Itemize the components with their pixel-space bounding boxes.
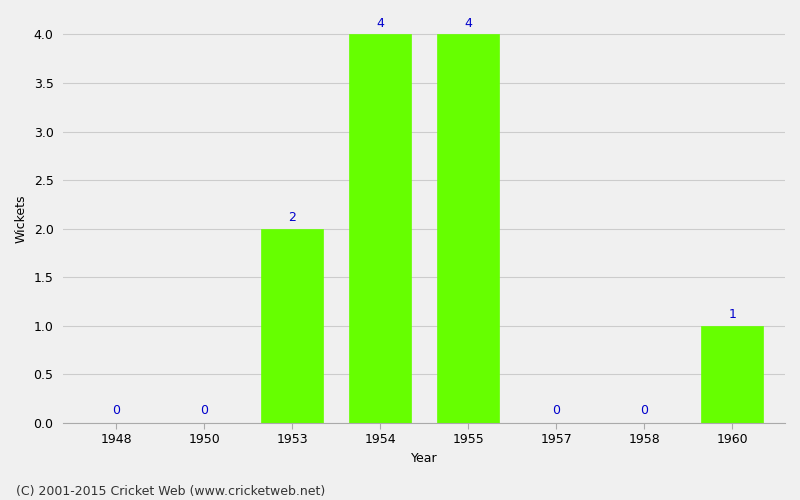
Text: 2: 2 [288, 211, 296, 224]
Text: 0: 0 [552, 404, 560, 417]
Text: 0: 0 [640, 404, 648, 417]
Text: (C) 2001-2015 Cricket Web (www.cricketweb.net): (C) 2001-2015 Cricket Web (www.cricketwe… [16, 484, 326, 498]
Text: 0: 0 [112, 404, 120, 417]
X-axis label: Year: Year [411, 452, 438, 465]
Bar [262, 228, 323, 423]
Y-axis label: Wickets: Wickets [15, 195, 28, 244]
Bar [702, 326, 763, 423]
Text: 4: 4 [464, 16, 472, 30]
Text: 4: 4 [376, 16, 384, 30]
Text: 1: 1 [728, 308, 736, 321]
Text: 0: 0 [200, 404, 208, 417]
Bar [438, 34, 499, 423]
Bar [350, 34, 411, 423]
